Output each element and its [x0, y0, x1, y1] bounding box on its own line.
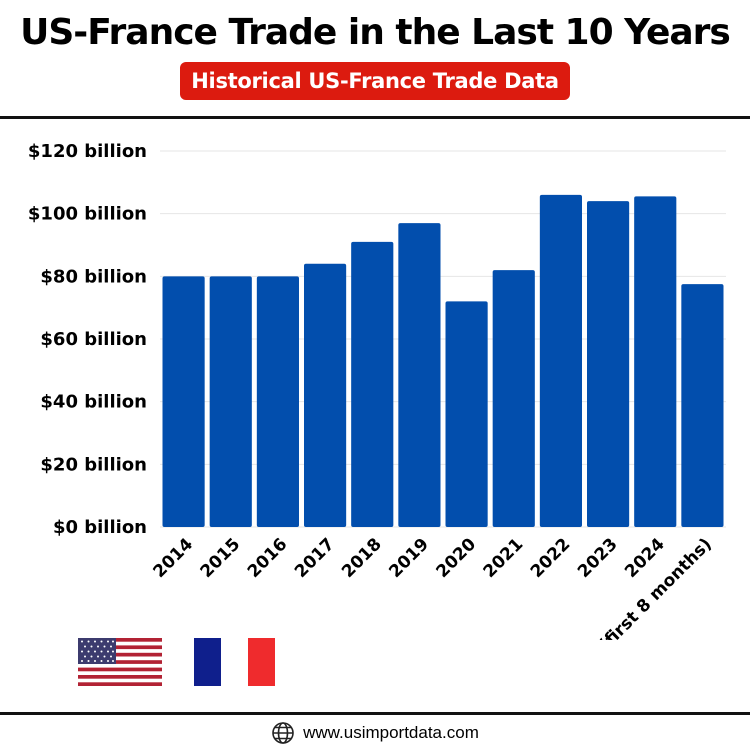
y-tick-label: $80 billion	[40, 266, 147, 287]
bar-2016	[256, 276, 299, 527]
bar-2020	[445, 301, 488, 527]
bar-2014	[162, 276, 205, 527]
y-tick-label: $100 billion	[28, 204, 147, 225]
bar-2019	[398, 223, 441, 528]
us-flag-icon	[78, 638, 162, 686]
bar-2017	[304, 263, 347, 527]
bar-2024	[634, 196, 677, 527]
y-tick-label: $20 billion	[40, 454, 147, 475]
x-tick-label: 2015	[197, 534, 245, 582]
x-tick-label: 2021	[480, 534, 528, 582]
bottom-divider	[0, 712, 750, 715]
france-flag-icon	[194, 638, 275, 686]
x-tick-label: 2019	[385, 534, 433, 582]
y-tick-label: $60 billion	[40, 329, 147, 350]
globe-icon	[272, 722, 294, 744]
chart-subtitle: Historical US-France Trade Data	[180, 62, 570, 100]
footer-url[interactable]: www.usimportdata.com	[303, 723, 479, 742]
top-divider	[0, 116, 750, 119]
subtitle-container: Historical US-France Trade Data	[0, 62, 750, 100]
x-tick-label: 2022	[527, 534, 575, 582]
bar-2015	[209, 276, 252, 527]
x-tick-label: 2018	[338, 534, 386, 582]
x-tick-label: 2016	[244, 534, 292, 582]
bar-2018	[351, 241, 394, 527]
x-tick-label: 2014	[150, 534, 198, 582]
bar-chart: $0 billion $20 billion $40 billion $60 bill…	[28, 141, 726, 640]
bar-2025	[681, 284, 724, 527]
bar-2022	[539, 194, 582, 527]
y-tick-label: $120 billion	[28, 141, 147, 162]
chart-title: US-France Trade in the Last 10 Years	[20, 12, 731, 53]
bar-2023	[587, 201, 630, 527]
x-tick-label: 2020	[433, 534, 481, 582]
x-tick-label: 2023	[574, 534, 622, 582]
y-tick-label: $40 billion	[40, 392, 147, 413]
footer: www.usimportdata.com	[0, 718, 750, 748]
bar-2021	[492, 270, 535, 527]
y-tick-label: $0 billion	[53, 517, 147, 538]
x-tick-label: 2025 (first 8 months)	[558, 534, 716, 640]
x-tick-label: 2017	[291, 534, 339, 582]
